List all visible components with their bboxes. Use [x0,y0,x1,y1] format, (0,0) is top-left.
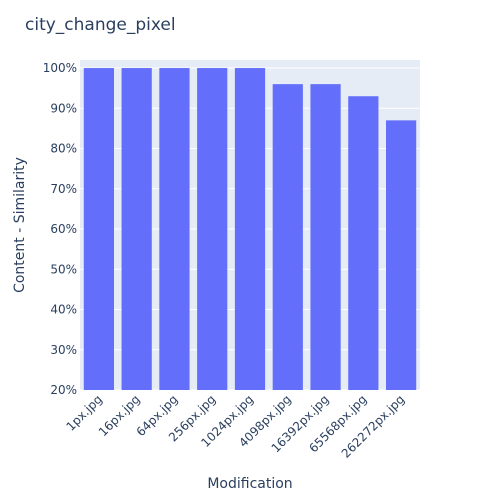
bar-256px-jpg [197,68,227,390]
bar-16392px-jpg [310,84,340,390]
y-axis-title: Content - Similarity [12,157,28,293]
y-tick-label: 60% [50,222,77,236]
y-tick-label: 40% [50,303,77,317]
x-axis-title: Modification [207,476,292,492]
x-axis-ticks: 1px.jpg16px.jpg64px.jpg256px.jpg1024px.j… [63,392,407,461]
bar-1px-jpg [84,68,114,390]
y-tick-label: 70% [50,182,77,196]
y-tick-label: 20% [50,383,77,397]
y-tick-label: 30% [50,343,77,357]
y-axis-ticks: 20% 30% 40% 50% 60% 70% 80% 90% 100% [43,61,77,397]
chart-title: city_change_pixel [25,15,176,35]
y-tick-label: 90% [50,101,77,115]
bar-65568px-jpg [348,96,378,390]
y-tick-label: 50% [50,262,77,276]
bar-64px-jpg [159,68,189,390]
bar-4098px-jpg [273,84,303,390]
y-tick-label: 80% [50,142,77,156]
bar-1024px-jpg [235,68,265,390]
bars [84,68,416,390]
bar-262272px-jpg [386,120,416,390]
y-tick-label: 100% [43,61,77,75]
bar-16px-jpg [122,68,152,390]
